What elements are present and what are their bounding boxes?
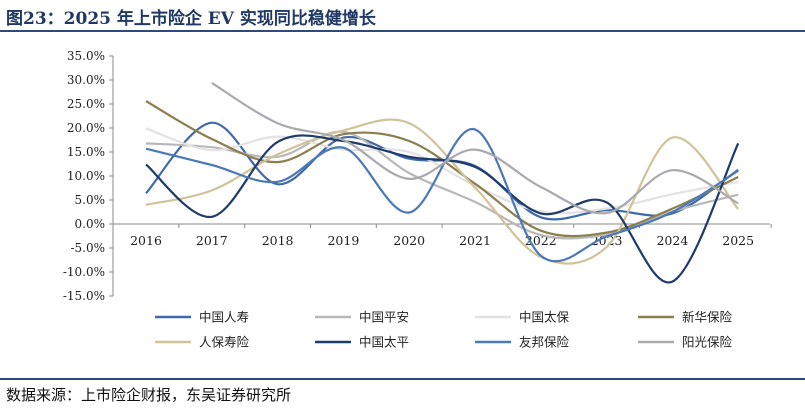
x-tick-label: 2021 [459,233,491,248]
y-tick-label: 0.0% [75,217,106,231]
series-line-3 [145,127,739,215]
chart-axes: -15.0% -10.0% -5.0% 0.0% 5.0% 10.0% 15.0% 20.0%… [63,49,772,303]
series-line-8 [211,81,739,215]
legend-label: 新华保险 [682,310,733,325]
x-tick-label: 2020 [393,233,425,248]
series-line-7 [145,128,739,263]
y-tick-label: 30.0% [67,73,105,87]
y-tick-label: 35.0% [67,49,105,63]
x-tick-label: 2018 [262,233,294,248]
footer-divider [0,378,805,380]
y-tick-label: -10.0% [63,265,105,279]
source-note: 数据来源：上市险企财报，东吴证券研究所 [6,386,292,404]
series-line-5 [145,118,740,265]
legend-label: 中国人寿 [199,310,249,325]
legend-label: 友邦保险 [519,335,570,350]
legend-label: 中国太保 [519,310,570,325]
chart-series-lines [145,81,740,284]
y-tick-label: 15.0% [67,145,105,159]
legend-label: 阳光保险 [682,335,733,350]
x-tick-label: 2016 [130,233,162,248]
y-tick-label: -5.0% [70,241,105,255]
y-tick-label: 20.0% [67,121,105,135]
legend-label: 中国太平 [359,335,409,350]
y-tick-label: 10.0% [67,169,105,183]
x-tick-label: 2024 [656,233,688,248]
y-tick-label: 25.0% [67,97,105,111]
line-chart: -15.0% -10.0% -5.0% 0.0% 5.0% 10.0% 15.0% 20.0%… [63,49,772,350]
legend-label: 中国平安 [359,310,409,325]
figure-title: 图23：2025 年上市险企 EV 实现同比稳健增长 [6,9,376,29]
legend-label: 人保寿险 [199,335,250,350]
series-line-1 [145,121,739,221]
series-line-6 [145,134,740,284]
x-tick-label: 2025 [722,233,754,248]
x-tick-label: 2019 [327,233,359,248]
y-tick-label: -15.0% [63,289,105,303]
x-tick-label: 2017 [196,233,228,248]
title-divider [0,30,805,32]
y-tick-label: 5.0% [75,193,106,207]
